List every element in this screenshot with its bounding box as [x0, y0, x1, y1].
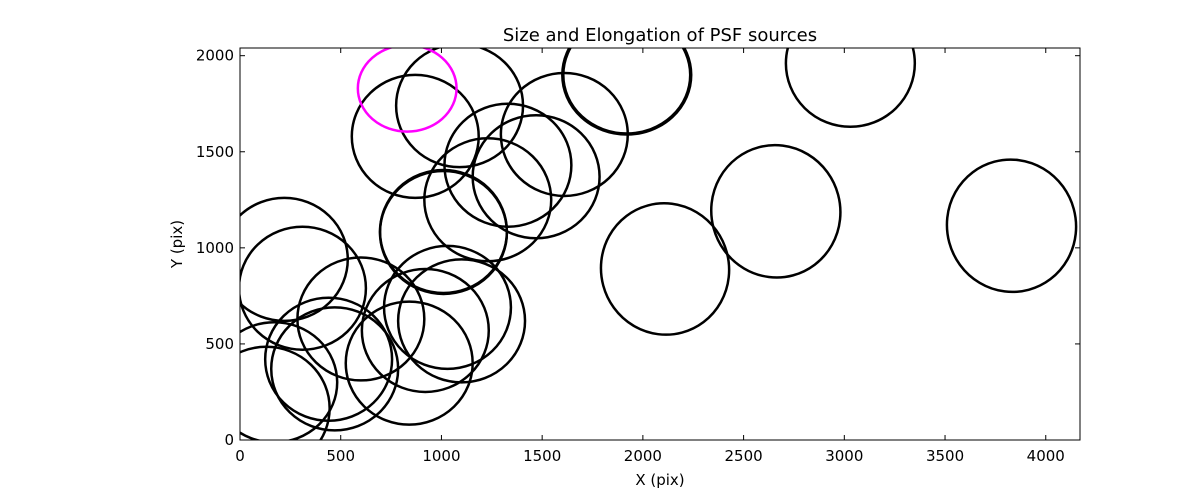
y-tick-label: 0	[224, 431, 234, 449]
x-tick-label: 4000	[1027, 447, 1065, 465]
x-tick-label: 1000	[422, 447, 460, 465]
chart-title: Size and Elongation of PSF sources	[503, 25, 817, 46]
psf-ellipse	[396, 258, 527, 384]
ellipse-layer	[240, 48, 1078, 440]
psf-ellipse	[350, 73, 480, 200]
psf-ellipse	[344, 300, 474, 426]
psf-ellipse	[296, 256, 426, 382]
x-tick-label: 0	[235, 447, 245, 465]
psf-ellipse	[709, 143, 842, 279]
psf-ellipse	[378, 168, 509, 295]
psf-ellipse	[382, 244, 513, 371]
psf-ellipse	[240, 321, 339, 440]
psf-ellipse	[240, 225, 368, 351]
psf-ellipse	[423, 137, 553, 263]
y-tick-label: 1000	[196, 239, 234, 257]
y-axis: 0 500 1000 1500 2000	[196, 47, 1080, 449]
y-tick-label: 500	[205, 335, 234, 353]
psf-ellipse	[471, 114, 601, 240]
x-tick-label: 2000	[624, 447, 662, 465]
x-tick-label: 1500	[523, 447, 561, 465]
x-tick-label: 3000	[825, 447, 863, 465]
x-axis-label: X (pix)	[635, 471, 684, 489]
psf-ellipse	[394, 48, 525, 169]
psf-ellipse	[945, 158, 1078, 294]
psf-ellipse	[263, 296, 394, 423]
highlighted-psf-ellipse	[356, 48, 458, 133]
psf-ellipse	[599, 202, 731, 336]
plot-frame	[239, 47, 1081, 441]
y-tick-label: 2000	[196, 47, 234, 65]
x-tick-label: 2500	[725, 447, 763, 465]
psf-ellipse	[562, 48, 692, 135]
x-tick-label: 500	[326, 447, 355, 465]
x-tick-label: 3500	[926, 447, 964, 465]
y-axis-label: Y (pix)	[168, 220, 186, 269]
y-tick-label: 1500	[196, 143, 234, 161]
psf-ellipse	[784, 48, 917, 129]
x-axis: 0 500 1000 1500 2000 2500 3000 3500 4000	[235, 48, 1065, 465]
